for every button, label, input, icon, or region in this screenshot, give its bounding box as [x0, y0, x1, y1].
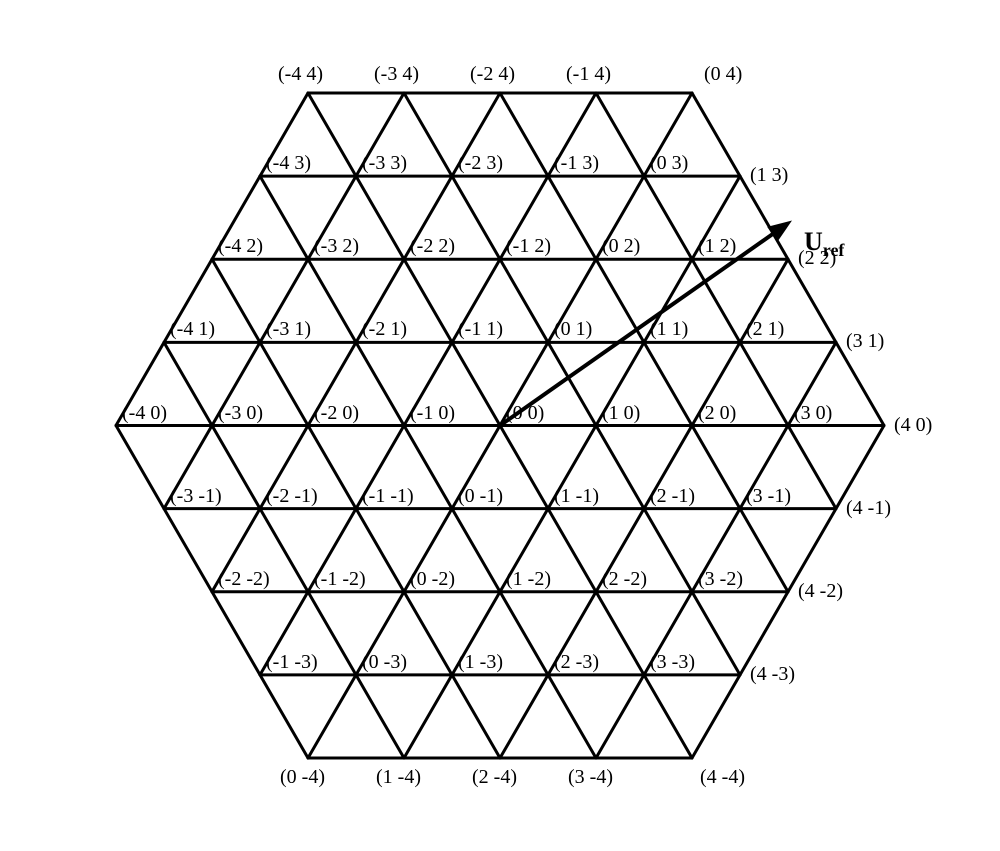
vertex-label: (3 1)	[846, 330, 884, 353]
vertex-label: (3 -4)	[568, 766, 613, 789]
vertex-label: (0 4)	[704, 63, 742, 86]
vertex-label: (-3 2)	[314, 235, 359, 258]
vertex-label: (-3 4)	[374, 63, 419, 86]
vertex-label: (4 0)	[894, 414, 932, 437]
vertex-label: (-1 3)	[554, 152, 599, 175]
vertex-label: (0 -4)	[280, 766, 325, 789]
vertex-label: (1 -2)	[506, 568, 551, 591]
vertex-label: (4 -4)	[700, 766, 745, 789]
vertex-label: (1 1)	[650, 318, 688, 341]
vertex-label: (0 3)	[650, 152, 688, 175]
vertex-label: (2 -2)	[602, 568, 647, 591]
vertex-label: (-1 -3)	[266, 651, 318, 674]
lattice-svg	[0, 0, 1000, 851]
vertex-label: (-1 -2)	[314, 568, 366, 591]
vertex-label: (-4 2)	[218, 235, 263, 258]
vertex-label: (3 0)	[794, 402, 832, 425]
vertex-label: (-2 4)	[470, 63, 515, 86]
vertex-label: (-1 2)	[506, 235, 551, 258]
vertex-label: (3 -2)	[698, 568, 743, 591]
vertex-label: (0 -1)	[458, 485, 503, 508]
vertex-label: (3 -1)	[746, 485, 791, 508]
vertex-label: (-2 -1)	[266, 485, 318, 508]
vertex-label: (3 -3)	[650, 651, 695, 674]
vertex-label: (2 -3)	[554, 651, 599, 674]
hex-lattice-diagram: (-4 4) (-3 4) (-2 4) (-1 4) (0 4) (-4 3) (-3 3…	[0, 0, 1000, 851]
vertex-label: (0 -3)	[362, 651, 407, 674]
vertex-label: (4 -3)	[750, 663, 795, 686]
reference-vector-label: Uref	[804, 227, 844, 261]
vertex-label: (-2 2)	[410, 235, 455, 258]
vertex-label: (0 0)	[506, 402, 544, 425]
vertex-label: (-4 0)	[122, 402, 167, 425]
vertex-label: (-2 -2)	[218, 568, 270, 591]
vertex-label: (-3 1)	[266, 318, 311, 341]
vertex-label: (2 1)	[746, 318, 784, 341]
vertex-label: (-1 0)	[410, 402, 455, 425]
vertex-label: (-1 4)	[566, 63, 611, 86]
vertex-label: (-1 1)	[458, 318, 503, 341]
vertex-label: (-3 3)	[362, 152, 407, 175]
vertex-label: (1 -1)	[554, 485, 599, 508]
vertex-label: (4 -1)	[846, 497, 891, 520]
vertex-label: (-4 3)	[266, 152, 311, 175]
vertex-label: (0 1)	[554, 318, 592, 341]
vertex-label: (-2 3)	[458, 152, 503, 175]
vertex-label: (-3 -1)	[170, 485, 222, 508]
vertex-label: (4 -2)	[798, 580, 843, 603]
vertex-label: (-4 4)	[278, 63, 323, 86]
vertex-label: (0 -2)	[410, 568, 455, 591]
vertex-label: (-1 -1)	[362, 485, 414, 508]
vertex-label: (2 0)	[698, 402, 736, 425]
vertex-label: (1 2)	[698, 235, 736, 258]
vertex-label: (-2 0)	[314, 402, 359, 425]
vertex-label: (2 -1)	[650, 485, 695, 508]
vertex-label: (1 3)	[750, 164, 788, 187]
vertex-label: (1 -3)	[458, 651, 503, 674]
vertex-label: (-4 1)	[170, 318, 215, 341]
vertex-label: (1 0)	[602, 402, 640, 425]
vertex-label: (-3 0)	[218, 402, 263, 425]
vertex-label: (0 2)	[602, 235, 640, 258]
vertex-label: (-2 1)	[362, 318, 407, 341]
vertex-label: (2 -4)	[472, 766, 517, 789]
vertex-label: (1 -4)	[376, 766, 421, 789]
